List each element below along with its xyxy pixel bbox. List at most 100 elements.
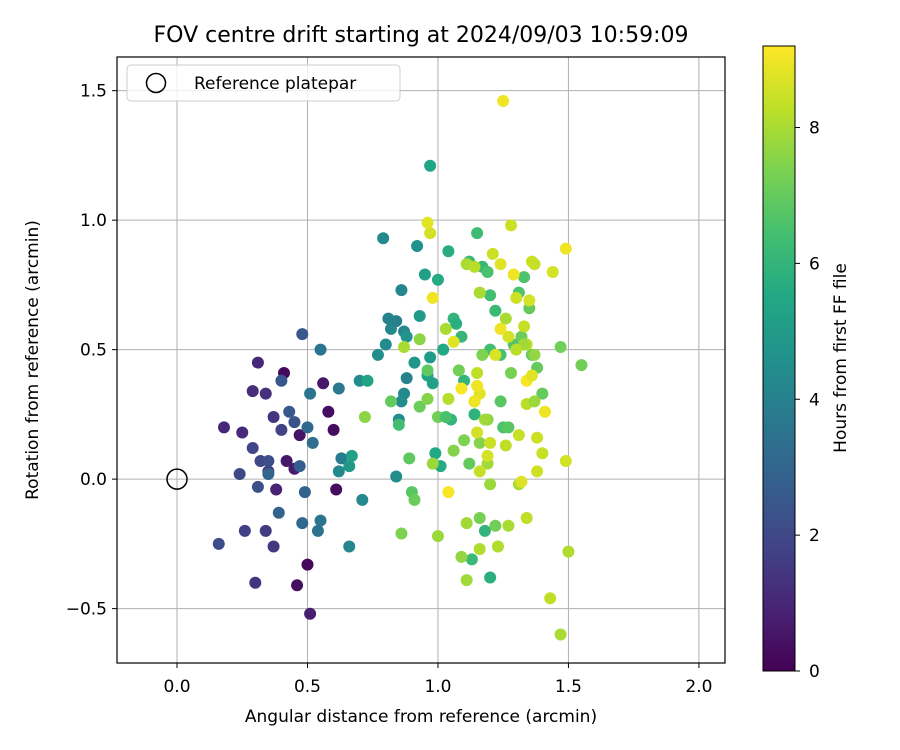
data-point [400,330,413,343]
data-point [424,159,437,172]
data-point [510,291,523,304]
data-point [502,421,515,434]
data-point [468,260,481,273]
data-point [512,429,525,442]
y-tick-label: −0.5 [66,600,107,620]
data-point [491,540,504,553]
data-point [426,457,439,470]
data-point [283,405,296,418]
x-tick-label: 1.0 [424,677,451,697]
data-point [473,511,486,524]
colorbar-label: Hours from first FF file [831,263,851,453]
data-point [473,543,486,556]
x-axis-label: Angular distance from reference (arcmin) [245,707,597,727]
data-point [458,434,471,447]
data-point [395,284,408,297]
y-tick-label: 1.0 [80,211,107,231]
colorbar-tick-label: 0 [809,662,820,682]
data-point [238,524,251,537]
data-point [518,271,531,284]
x-tick-label: 1.5 [555,677,582,697]
data-point [559,242,572,255]
data-point [298,486,311,499]
data-point [538,405,551,418]
data-point [301,421,314,434]
data-point [536,387,549,400]
data-point [455,550,468,563]
legend-box [126,64,401,102]
data-point [463,457,476,470]
data-point [442,245,455,258]
data-point [358,410,371,423]
data-point [403,452,416,465]
data-point [471,366,484,379]
data-point [418,268,431,281]
colorbar [762,45,796,672]
data-point [481,449,494,462]
data-point [450,317,463,330]
data-point [314,514,327,527]
data-point [486,247,499,260]
colorbar-tick-label: 6 [809,254,820,274]
x-tick-label: 2.0 [685,677,712,697]
reference-platepar-marker [166,468,188,490]
legend: Reference platepar [126,64,401,102]
data-point [262,455,275,467]
data-point [510,343,523,356]
data-point [439,410,452,423]
data-point [332,465,345,478]
data-point [311,524,324,537]
data-point [424,351,437,364]
data-point [408,356,421,369]
data-point [437,343,450,356]
data-point [531,431,544,444]
data-point [390,470,403,483]
data-point [525,369,538,382]
colorbar-tick-label: 8 [809,119,820,139]
data-point [484,478,497,491]
data-point [398,341,411,354]
data-point [426,377,439,390]
data-point [478,524,491,537]
data-point [447,444,460,457]
data-point [481,265,494,278]
data-point [272,506,285,519]
data-point [345,449,358,462]
data-point [236,426,249,439]
data-point [251,480,264,493]
y-axis-label: Rotation from reference (arcmin) [23,220,43,500]
data-point [439,322,452,335]
data-point [536,447,549,460]
data-point [356,493,369,506]
data-point [502,519,515,532]
legend-entry-reference: Reference platepar [194,74,356,94]
data-point [484,571,497,584]
data-point [424,227,437,240]
data-point [460,574,473,587]
data-points [166,95,588,641]
data-point [544,592,557,605]
data-point [505,366,518,379]
data-point [343,540,356,553]
data-point [489,304,502,317]
data-point [523,294,536,307]
x-axis-ticks: 0.0 0.5 1.0 1.5 2.0 [163,663,712,697]
colorbar-tick-label: 2 [809,526,820,546]
data-point [528,348,541,361]
grid-lines [117,57,725,663]
data-point [528,395,541,408]
data-point [426,291,439,304]
data-point [217,421,230,434]
data-point [249,576,262,589]
data-point [447,335,460,348]
data-point [270,483,283,496]
data-point [505,219,518,232]
y-axis-ticks: −0.5 0.0 0.5 1.0 1.5 [66,82,117,620]
data-point [507,268,520,281]
data-point [322,405,335,418]
colorbar-tick-label: 4 [809,390,820,410]
data-point [494,258,507,271]
data-point [515,475,528,488]
data-point [390,315,403,328]
